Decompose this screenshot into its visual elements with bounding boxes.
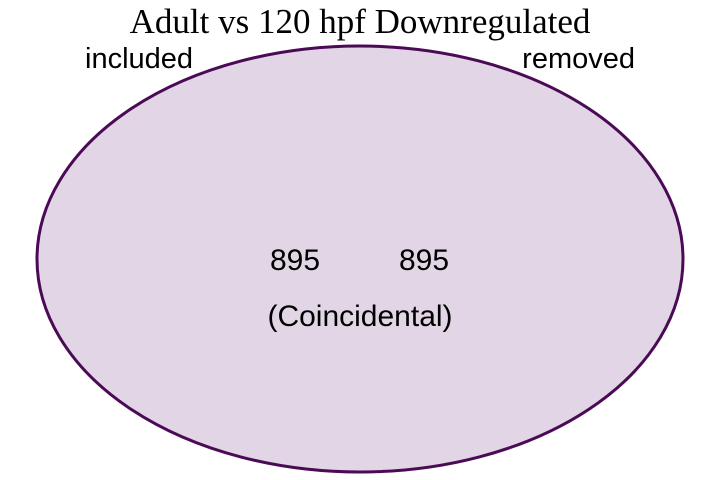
set-label-included: included bbox=[85, 43, 193, 75]
relationship-note: (Coincidental) bbox=[267, 300, 452, 333]
diagram-title: Adult vs 120 hpf Downregulated bbox=[130, 2, 591, 41]
count-removed: 895 bbox=[399, 244, 449, 277]
set-circle bbox=[35, 44, 685, 474]
count-included: 895 bbox=[270, 244, 320, 277]
set-label-removed: removed bbox=[522, 43, 635, 75]
